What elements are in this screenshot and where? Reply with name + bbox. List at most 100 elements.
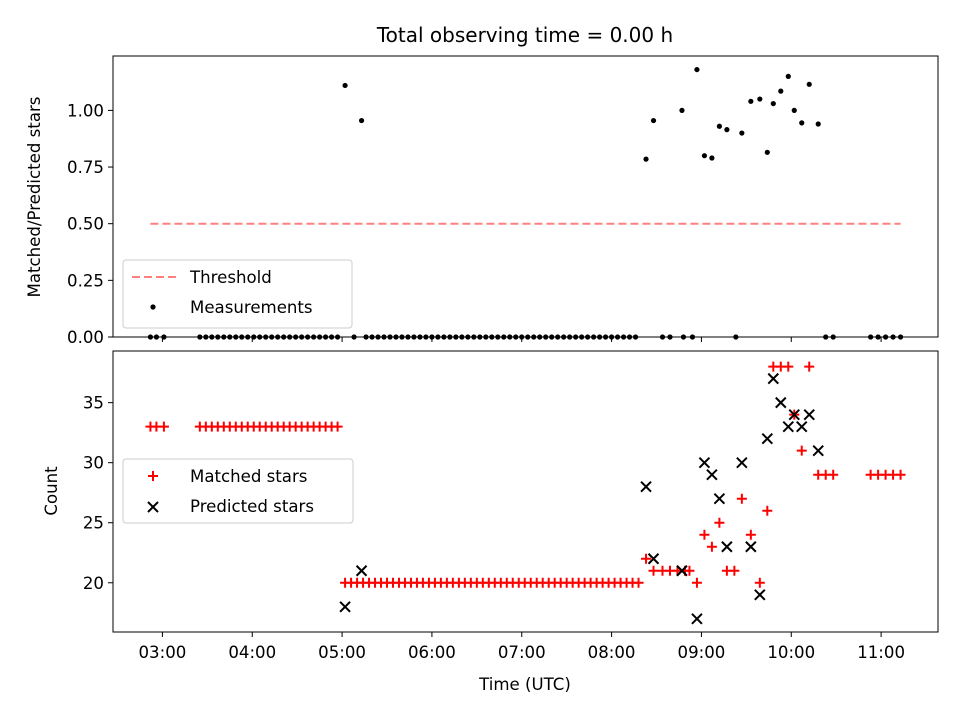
top-y-tick-label: 0.25 [67,271,104,290]
predicted-star-point [754,589,766,601]
predicted-star-point [803,408,815,421]
top-axes-frame [112,55,939,338]
matched-star-point [828,469,839,480]
bottom-y-axis-label: Count [42,466,61,516]
legend-measurements-label: Measurements [190,298,313,317]
bottom-y-tick-label: 30 [83,454,104,473]
measurement-point [739,130,745,136]
top-legend-box [122,259,353,329]
measurement-point [716,123,722,129]
bottom-y-tick-label: 35 [83,394,104,413]
matched-star-point [158,421,169,432]
predicted-star-point [788,408,800,421]
legend-predicted-label: Predicted stars [190,497,314,516]
predicted-star-point [775,396,787,409]
measurement-point [764,149,770,155]
bottom-y-tick-label: 25 [83,514,104,533]
matched-star-point [804,361,815,372]
top-y-tick-label: 0.50 [67,215,104,234]
predicted-star-point [647,553,660,565]
predicted-star-point [745,541,757,553]
top-y-ticks: 0.00 0.25 0.50 0.75 1.00 [67,101,113,347]
bottom-x-axis-label: Time (UTC) [478,675,571,694]
predicted-star-point [691,613,703,625]
matched-star-point [745,529,756,540]
top-y-tick-label: 0.00 [67,328,104,347]
bottom-y-tick-label: 20 [83,574,104,593]
predicted-star-point [355,565,368,577]
measurement-point [342,82,348,89]
predicted-star-point [721,541,733,553]
measurement-point [694,66,700,73]
bottom-x-tick-label: 08:00 [588,643,636,662]
matched-star-point [691,577,702,588]
matched-star-point [796,445,807,456]
measurement-point [770,100,776,107]
bottom-legend: Matched stars Predicted stars [122,458,354,524]
bottom-x-tick-label: 07:00 [498,643,546,662]
bottom-x-tick-label: 06:00 [408,643,456,662]
measurement-point [778,88,784,94]
matched-star-point [699,529,710,540]
legend-matched-label: Matched stars [190,467,307,486]
predicted-star-point [676,565,688,577]
predicted-star-point [782,420,794,433]
bottom-x-tick-label: 11:00 [857,643,905,662]
top-panel: 0.00 0.25 0.50 0.75 1.00 Matched/Predicted s… [25,55,939,347]
matched-star-point [706,541,717,552]
measurements-legend-swatch [150,304,156,310]
measurement-point [701,153,708,159]
top-y-axis-label: Matched/Predicted stars [25,97,44,298]
bottom-legend-box [122,458,354,524]
bottom-x-tick-label: 09:00 [678,643,726,662]
matched-star-point [641,553,652,564]
matched-star-point [729,565,740,576]
bottom-plot-area [145,361,906,625]
matched-legend-swatch [148,471,158,481]
predicted-star-point [761,432,774,445]
matched-star-point [895,469,906,480]
predicted-star-point [812,444,824,457]
predicted-legend-swatch [147,501,159,513]
measurement-point [806,81,812,87]
predicted-star-point [796,420,808,433]
matched-star-point [762,505,773,516]
predicted-star-point [706,468,718,481]
measurement-point [724,127,730,133]
measurement-point [815,121,821,127]
top-legend: Threshold Measurements [122,259,353,329]
measurement-point [785,73,791,79]
bottom-x-tick-label: 03:00 [138,643,186,662]
matched-star-point [754,577,765,588]
measurement-point [748,98,754,104]
matched-star-point [736,493,747,504]
predicted-star-point [736,456,748,469]
measurement-point [757,96,763,102]
measurement-point [358,117,365,124]
bottom-x-tick-label: 04:00 [228,643,276,662]
matched-star-point [633,577,644,588]
top-y-tick-label: 1.00 [67,101,104,120]
chart-title: Total observing time = 0.00 h [376,23,673,47]
top-x-ticks [161,337,882,342]
bottom-x-tick-label: 10:00 [767,643,815,662]
bottom-x-tick-label: 05:00 [318,643,366,662]
predicted-star-point [698,456,711,469]
matched-star-point [714,517,725,528]
measurement-point [650,117,657,124]
predicted-star-point [713,492,726,505]
predicted-star-point [767,372,780,385]
bottom-y-ticks: 20 25 30 35 [83,394,113,593]
measurement-point [679,107,685,113]
matched-star-point [783,361,794,372]
matched-star-point [332,421,343,432]
measurement-point [799,120,805,126]
matched-star-point [648,565,659,576]
measurement-point [643,156,649,162]
bottom-x-ticks: 03:00 04:00 05:00 06:00 07:00 08:00 09:00 10:00… [138,632,905,662]
matched-star-point [684,565,695,576]
measurement-point [709,155,715,161]
predicted-star-point [640,480,652,493]
